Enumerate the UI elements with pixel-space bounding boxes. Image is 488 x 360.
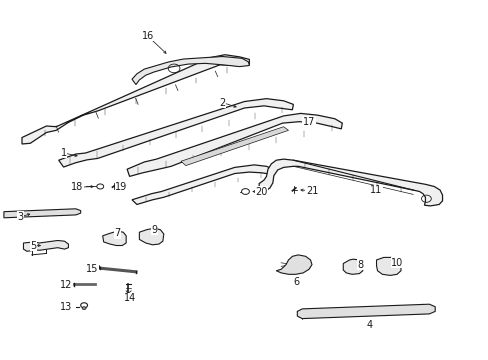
Text: 18: 18 [71, 182, 83, 192]
Text: 5: 5 [30, 240, 36, 251]
Text: 10: 10 [390, 258, 403, 268]
Text: 21: 21 [305, 186, 318, 196]
Polygon shape [127, 113, 342, 176]
Text: 2: 2 [219, 98, 225, 108]
Text: 9: 9 [151, 225, 157, 235]
Text: 1: 1 [61, 148, 66, 158]
Text: 13: 13 [60, 302, 73, 312]
Polygon shape [102, 231, 126, 246]
Text: 20: 20 [255, 186, 267, 197]
Text: 4: 4 [366, 320, 371, 330]
Polygon shape [181, 127, 288, 166]
Text: 8: 8 [357, 260, 363, 270]
Text: 6: 6 [293, 276, 299, 287]
Polygon shape [343, 259, 362, 274]
Polygon shape [139, 228, 163, 245]
Text: 3: 3 [18, 212, 23, 222]
Polygon shape [132, 165, 274, 204]
Text: 16: 16 [141, 31, 154, 41]
Polygon shape [4, 209, 81, 218]
Text: 17: 17 [302, 117, 315, 127]
Circle shape [82, 307, 86, 310]
Polygon shape [297, 304, 434, 319]
Text: 14: 14 [123, 293, 136, 303]
Text: 15: 15 [85, 264, 98, 274]
Polygon shape [276, 255, 311, 274]
Polygon shape [259, 159, 442, 206]
Polygon shape [376, 257, 400, 275]
Text: 7: 7 [114, 228, 120, 238]
Text: 19: 19 [115, 182, 127, 192]
Polygon shape [132, 57, 249, 85]
Polygon shape [59, 99, 293, 167]
Polygon shape [23, 240, 68, 251]
Text: 11: 11 [369, 185, 382, 195]
Text: 12: 12 [60, 280, 72, 291]
Polygon shape [22, 55, 249, 144]
